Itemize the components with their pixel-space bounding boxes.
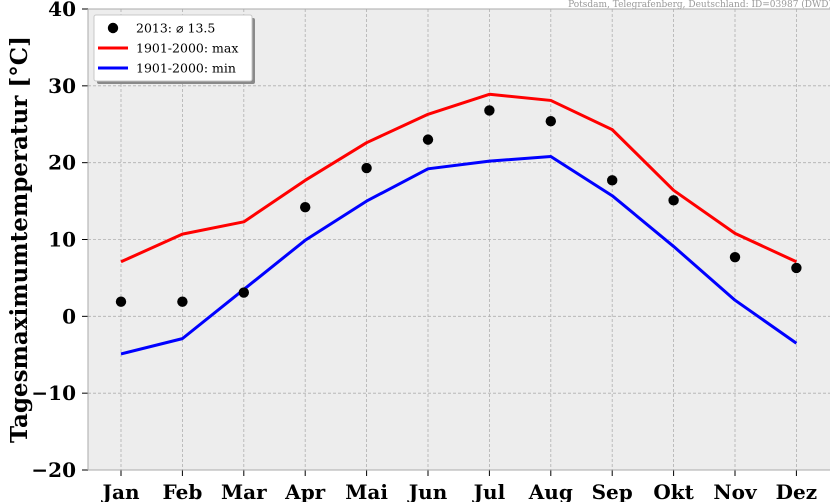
series-line-2 — [120, 155, 798, 356]
x-tick-label: Apr — [284, 480, 326, 502]
y-tick-label: 30 — [48, 74, 76, 98]
x-tick-label: Feb — [162, 480, 202, 502]
x-tick-label: Sep — [592, 480, 633, 502]
data-point — [545, 115, 556, 127]
data-point — [668, 195, 679, 206]
x-tick-label: Mai — [345, 480, 388, 502]
data-point — [177, 296, 188, 307]
data-point — [791, 262, 802, 274]
x-tick-label: Mar — [221, 480, 267, 502]
y-tick-label: 40 — [48, 0, 76, 21]
data-point — [300, 202, 311, 213]
series-layer — [115, 92, 802, 356]
data-point — [238, 287, 249, 298]
x-tick-label: Jun — [407, 480, 448, 502]
x-tick-label: Okt — [653, 480, 694, 502]
legend-box — [93, 14, 253, 82]
data-point — [115, 296, 127, 307]
y-tick-label: 20 — [48, 151, 76, 175]
y-axis-label: Tagesmaximumtemperatur [°C] — [6, 36, 33, 443]
y-tick-label: −10 — [31, 381, 76, 405]
x-tick-label: Nov — [713, 480, 758, 502]
x-tick-label: Jan — [101, 480, 140, 502]
y-tick-label: 10 — [48, 228, 76, 252]
data-point — [422, 134, 434, 145]
axes: −20 −10 0 10 20 30 40 Jan Feb Mar Apr Mai Jun Jul Aug S… — [31, 0, 830, 502]
data-point — [607, 175, 618, 186]
data-point — [484, 105, 495, 116]
source-note: Potsdam, Telegrafenberg, Deutschland: ID… — [568, 0, 830, 10]
x-tick-label: Jul — [472, 480, 506, 502]
x-tick-label: Dez — [776, 480, 817, 502]
legend-marker — [107, 22, 119, 34]
data-point — [361, 162, 372, 174]
series-line-1 — [120, 92, 798, 264]
data-point — [729, 251, 741, 263]
legend-label: 2013: ⌀ 13.5 — [136, 21, 215, 36]
y-tick-label: 0 — [62, 304, 76, 328]
x-tick-label: Aug — [528, 480, 573, 502]
y-tick-label: −20 — [31, 458, 76, 482]
legend-label: 1901-2000: max — [136, 41, 238, 56]
legend: 2013: ⌀ 13.5 1901-2000: max 1901-2000: min — [93, 14, 255, 84]
legend-label: 1901-2000: min — [136, 61, 236, 76]
